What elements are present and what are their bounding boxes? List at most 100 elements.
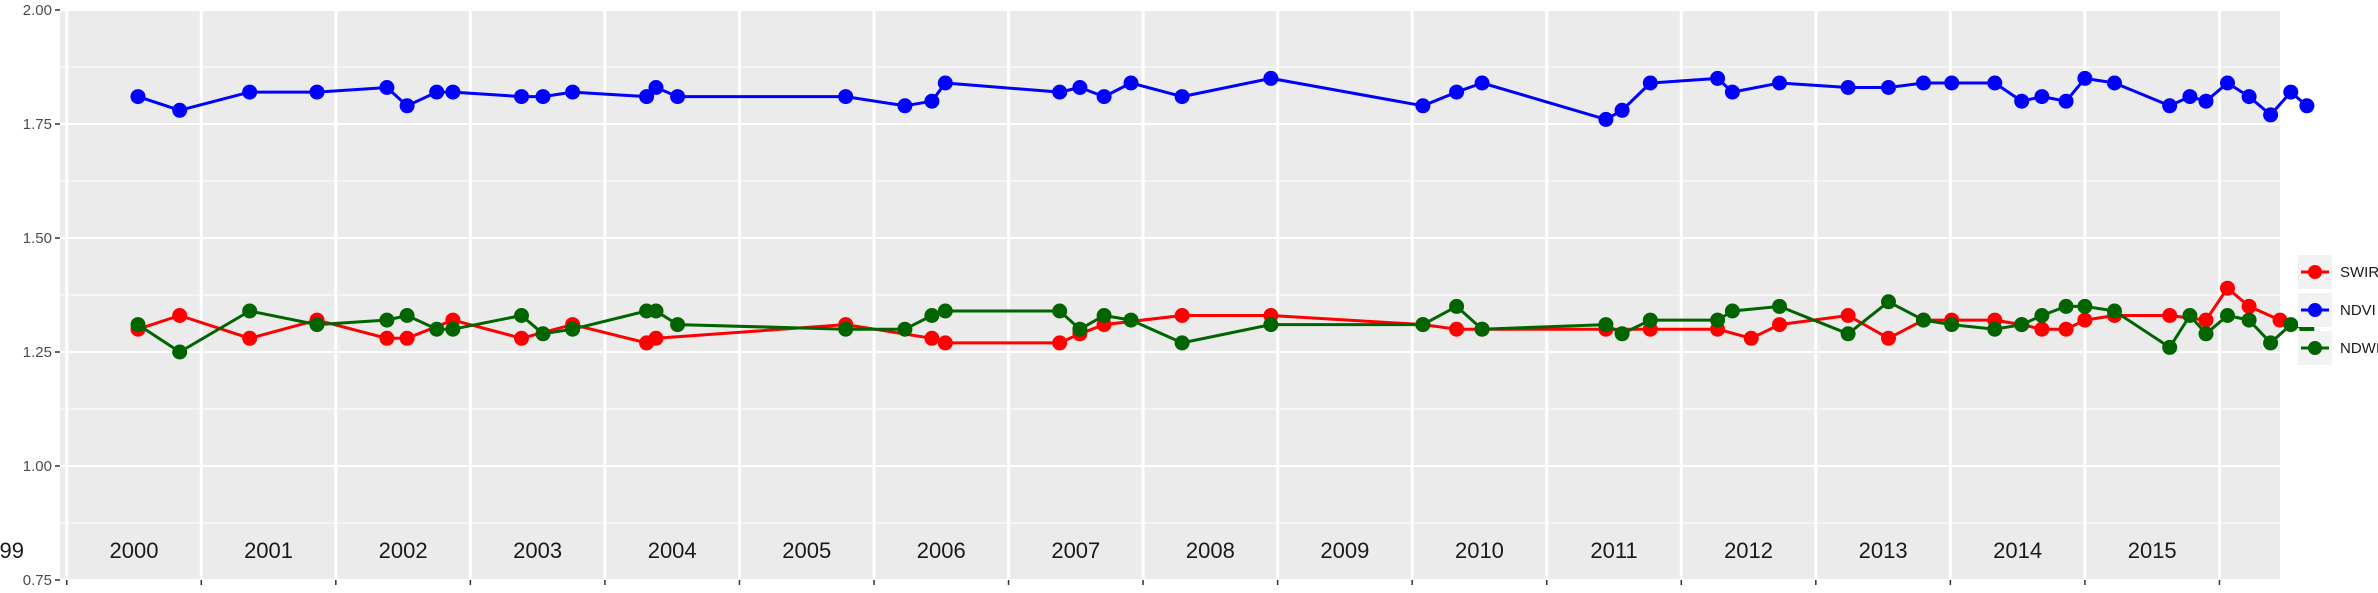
y-tick-label: 1.25	[23, 344, 52, 361]
data-point-swir	[2198, 312, 2214, 328]
year-label: 2006	[917, 538, 966, 563]
data-point-ndvi	[242, 84, 258, 100]
data-point-ndvi	[2014, 93, 2030, 109]
data-point-ndvi	[1052, 84, 1068, 100]
legend-item-ndwi: NDWI	[2298, 331, 2378, 365]
data-point-ndwi	[1415, 317, 1431, 333]
data-point-ndvi	[1415, 98, 1431, 114]
data-point-ndwi	[1052, 303, 1068, 319]
data-point-ndwi	[2182, 308, 2198, 323]
data-point-ndvi	[1474, 75, 1490, 91]
year-label: 2015	[2128, 538, 2177, 563]
data-point-ndvi	[565, 84, 581, 100]
data-point-ndwi	[670, 317, 686, 333]
data-point-ndwi	[429, 321, 445, 337]
data-point-ndwi	[937, 303, 953, 319]
data-point-ndwi	[1072, 321, 1088, 337]
data-point-ndwi	[897, 321, 913, 337]
data-point-swir	[379, 330, 395, 346]
data-point-ndvi	[172, 102, 188, 118]
data-point-ndvi	[1772, 75, 1787, 91]
data-point-ndvi	[1642, 75, 1658, 91]
data-point-ndwi	[379, 312, 395, 328]
data-point-ndwi	[565, 321, 581, 337]
data-point-ndwi	[1096, 308, 1112, 323]
data-point-ndwi	[1449, 298, 1465, 314]
data-point-ndvi	[2077, 70, 2093, 86]
data-point-ndwi	[514, 308, 529, 323]
data-point-ndvi	[2162, 98, 2178, 114]
data-point-ndwi	[2162, 339, 2178, 355]
data-point-ndwi	[1772, 298, 1787, 314]
data-point-ndwi	[1710, 312, 1726, 328]
data-point-ndwi	[399, 308, 415, 323]
year-label: 2005	[782, 538, 831, 563]
data-point-swir	[1449, 321, 1465, 337]
year-label: 2011	[1590, 538, 1637, 563]
series-ndvi	[130, 70, 2315, 127]
data-point-ndwi	[1724, 303, 1740, 319]
data-point-ndvi	[639, 89, 655, 105]
data-point-ndvi	[838, 89, 854, 105]
data-point-ndvi	[2263, 107, 2279, 123]
y-axis: 0.75 1.00 1.25 1.50 1.75 2.00	[23, 2, 60, 589]
data-point-ndvi	[1710, 70, 1726, 86]
grid-minor	[60, 66, 2280, 524]
data-point-ndwi	[2241, 312, 2257, 328]
data-point-ndwi	[2263, 335, 2279, 351]
data-point-ndvi	[2058, 93, 2074, 109]
data-point-ndvi	[1881, 80, 1896, 95]
data-point-ndvi	[897, 98, 913, 114]
y-tick-label: 1.50	[23, 230, 52, 247]
data-point-ndwi	[648, 303, 664, 319]
data-point-ndwi	[1263, 317, 1279, 333]
data-point-swir	[2034, 321, 2050, 337]
year-label: 2003	[513, 538, 562, 563]
data-point-ndwi	[445, 321, 461, 337]
data-point-swir	[924, 330, 940, 346]
data-point-ndwi	[1474, 321, 1490, 337]
data-point-ndwi	[2077, 298, 2093, 314]
legend-label: NDVI	[2340, 302, 2376, 319]
legend-item-ndvi: NDVI	[2298, 293, 2376, 327]
data-point-ndvi	[1263, 70, 1279, 86]
year-label: 2004	[648, 538, 697, 563]
data-point-swir	[1052, 335, 1068, 351]
data-point-swir	[937, 335, 953, 351]
data-point-swir	[648, 330, 664, 346]
year-label: 1999	[0, 538, 24, 563]
data-point-ndvi	[2241, 89, 2257, 105]
data-point-ndvi	[1449, 84, 1465, 100]
data-point-ndwi	[2107, 303, 2122, 319]
series-ndwi	[130, 294, 2315, 360]
data-point-ndvi	[309, 84, 325, 100]
data-point-ndwi	[2014, 317, 2030, 333]
data-point-ndwi	[1916, 312, 1931, 328]
data-point-ndvi	[429, 84, 445, 100]
legend-key-point	[2308, 341, 2322, 355]
data-point-ndvi	[514, 89, 529, 105]
data-point-ndwi	[1944, 317, 1960, 333]
year-label: 2013	[1859, 538, 1908, 563]
year-label: 2008	[1186, 538, 1235, 563]
data-point-ndvi	[1840, 80, 1856, 95]
data-point-swir	[514, 330, 529, 346]
data-point-ndwi	[172, 344, 188, 360]
data-point-ndwi	[535, 326, 551, 342]
y-tick-label: 1.00	[23, 458, 52, 475]
data-point-ndwi	[1840, 326, 1856, 342]
data-point-swir	[2162, 308, 2178, 323]
legend-label: NDWI	[2340, 340, 2378, 357]
legend-label: SWIR	[2340, 264, 2378, 281]
data-point-ndvi	[399, 98, 415, 114]
data-point-ndvi	[1916, 75, 1931, 91]
year-label: 2000	[110, 538, 159, 563]
y-tick-label: 2.00	[23, 2, 52, 19]
data-point-swir	[2077, 312, 2093, 328]
data-point-ndvi	[2034, 89, 2050, 105]
year-label: 2007	[1051, 538, 1100, 563]
data-point-ndvi	[2198, 93, 2214, 109]
data-point-ndwi	[130, 317, 146, 333]
legend-item-swir: SWIR	[2298, 255, 2378, 289]
